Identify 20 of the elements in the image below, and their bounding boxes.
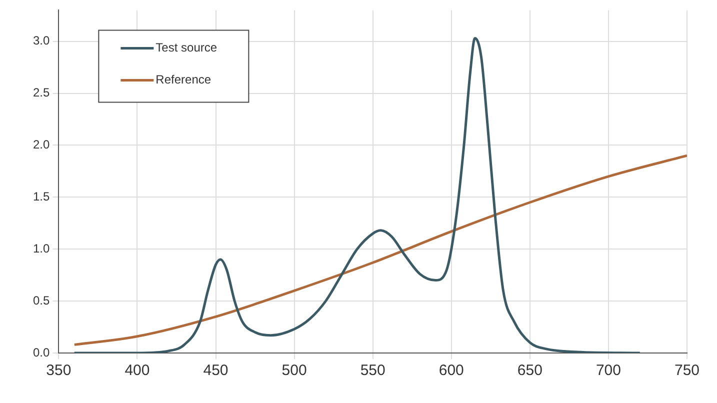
y-tick-label: 2.5 xyxy=(32,86,50,100)
y-tick-label: 0.0 xyxy=(32,345,50,360)
x-tick-label: 450 xyxy=(203,362,228,380)
x-tick-label: 500 xyxy=(282,362,307,380)
x-tick-label: 400 xyxy=(124,362,150,380)
x-tick-label: 550 xyxy=(360,362,386,380)
y-tick-label: 3.0 xyxy=(32,34,50,48)
y-tick-label: 2.0 xyxy=(32,138,50,152)
x-tick-label: 350 xyxy=(46,362,72,380)
legend-label: Test source xyxy=(156,40,218,55)
x-tick-label: 700 xyxy=(596,362,621,380)
line-series xyxy=(73,37,642,353)
x-tick-label: 600 xyxy=(438,362,464,380)
y-tick-label: 1.5 xyxy=(32,189,50,204)
x-tick-label: 750 xyxy=(674,362,700,380)
legend-label: Reference xyxy=(156,72,212,87)
y-tick-label: 0.5 xyxy=(32,293,50,308)
line-series xyxy=(73,154,687,346)
x-tick-label: 650 xyxy=(517,362,542,380)
y-tick-label: 1.0 xyxy=(32,241,50,256)
